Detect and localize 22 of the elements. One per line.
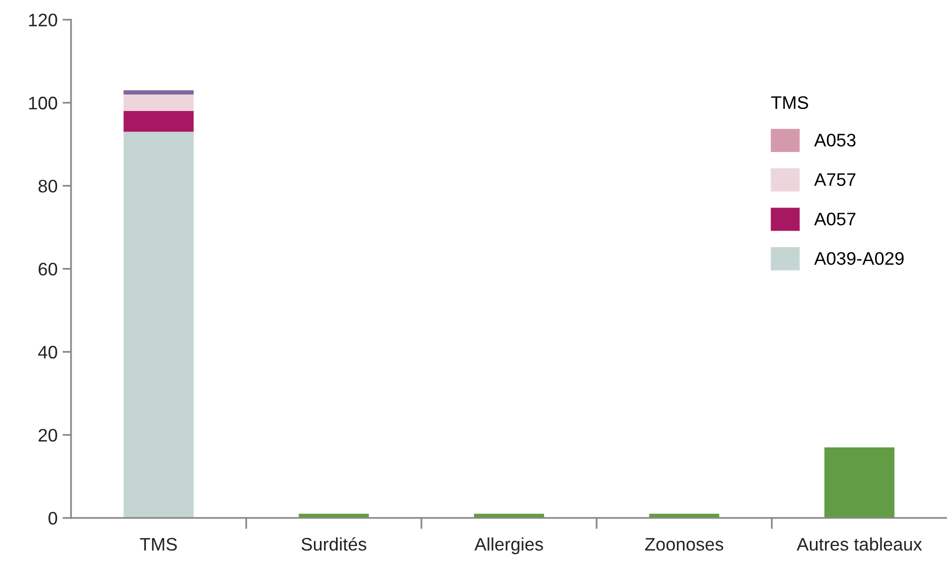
x-tick-label: TMS [140, 538, 177, 551]
bar [124, 111, 194, 132]
legend-title: TMS [771, 96, 808, 110]
legend-label: A039-A029 [814, 252, 904, 265]
legend-label: A053 [814, 134, 856, 147]
bar [824, 447, 894, 518]
legend-label: A057 [814, 212, 856, 226]
y-tick-label: 120 [29, 14, 58, 26]
bar [124, 90, 194, 94]
bar [124, 94, 194, 112]
x-tick-label: Zoonoses [645, 538, 724, 551]
x-tick-label: Allergies [474, 537, 543, 554]
y-tick-label: 100 [29, 96, 58, 110]
y-tick-label: 60 [38, 262, 58, 276]
y-tick-label: 20 [38, 428, 58, 442]
x-tick-label: Autres tableaux [796, 537, 922, 551]
x-tick-label: Surdités [302, 537, 366, 551]
y-tick-label: 80 [38, 180, 58, 193]
bar [124, 132, 194, 518]
y-tick-label: 40 [38, 346, 58, 359]
y-tick-label: 0 [48, 512, 58, 525]
legend-label: A757 [814, 173, 856, 186]
